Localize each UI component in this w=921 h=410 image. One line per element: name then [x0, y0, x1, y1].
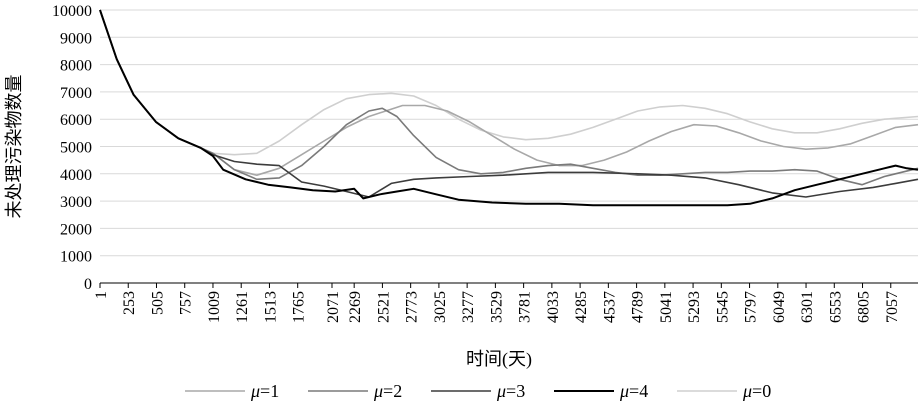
y-tick-label: 4000 [60, 167, 92, 184]
y-tick-label: 3000 [60, 194, 92, 211]
x-tick-label: 1765 [291, 291, 308, 323]
x-tick-label: 253 [121, 291, 138, 315]
x-tick-label: 2773 [404, 291, 421, 323]
y-tick-label: 1000 [60, 249, 92, 266]
x-tick-label: 2071 [325, 291, 342, 323]
x-tick-label: 3781 [517, 291, 534, 323]
legend-label: μ=1 [250, 381, 279, 401]
y-tick-label: 9000 [60, 30, 92, 47]
x-axis-label: 时间(天) [466, 349, 532, 370]
axes [99, 282, 918, 288]
y-tick-label: 0 [84, 276, 92, 293]
x-tick-label: 2521 [375, 291, 392, 323]
x-tick-label: 3529 [488, 291, 505, 323]
y-tick-label: 5000 [60, 140, 92, 157]
series-line-2 [99, 9, 919, 186]
x-tick-label: 2269 [347, 291, 364, 323]
x-tick-label: 4033 [545, 291, 562, 323]
y-tick-label: 6000 [60, 112, 92, 129]
legend-label: μ=3 [496, 381, 525, 401]
x-tick-label: 757 [178, 291, 195, 315]
x-tick-labels: 1 253 505 757 1009 1261 1513 1765 2071 2269 2521 27… [93, 291, 901, 323]
y-tick-labels: 0 1000 2000 3000 4000 5000 6000 7000 8000 9000 100… [52, 3, 92, 293]
series-lines [99, 9, 919, 207]
y-tick-label: 7000 [60, 85, 92, 102]
x-tick-label: 1 [93, 291, 110, 299]
x-tick-label: 6553 [827, 291, 844, 323]
x-tick-label: 5545 [714, 291, 731, 323]
x-tick-label: 7057 [884, 291, 901, 323]
x-tick-label: 505 [149, 291, 166, 315]
y-tick-label: 8000 [60, 58, 92, 75]
series-line-5 [99, 9, 919, 156]
x-tick-label: 1261 [234, 291, 251, 323]
x-tick-label: 3025 [432, 291, 449, 323]
x-tick-label: 4537 [601, 291, 618, 323]
series-line-4 [99, 9, 919, 207]
x-tick-label: 4285 [573, 291, 590, 323]
legend-label: μ=4 [619, 381, 648, 401]
x-tick-label: 6301 [799, 291, 816, 323]
y-tick-label: 10000 [52, 3, 92, 20]
y-tick-label: 2000 [60, 221, 92, 238]
x-tick-label: 3277 [460, 291, 477, 323]
x-tick-label: 5041 [658, 291, 675, 323]
legend-label: μ=0 [742, 381, 771, 401]
x-tick-label: 1513 [262, 291, 279, 323]
x-tick-label: 1009 [206, 291, 223, 323]
y-axis-label: 未处理污染物数量 [4, 75, 24, 219]
series-line-1 [99, 9, 919, 176]
legend-label: μ=2 [373, 381, 402, 401]
x-tick-label: 5797 [743, 291, 760, 323]
x-tick-label: 6049 [771, 291, 788, 323]
x-tick-label: 5293 [686, 291, 703, 323]
legend: μ=1 μ=2 μ=3 μ=4 μ=0 [185, 381, 771, 401]
x-tick-label: 4789 [630, 291, 647, 323]
x-tick-label: 6805 [856, 291, 873, 323]
